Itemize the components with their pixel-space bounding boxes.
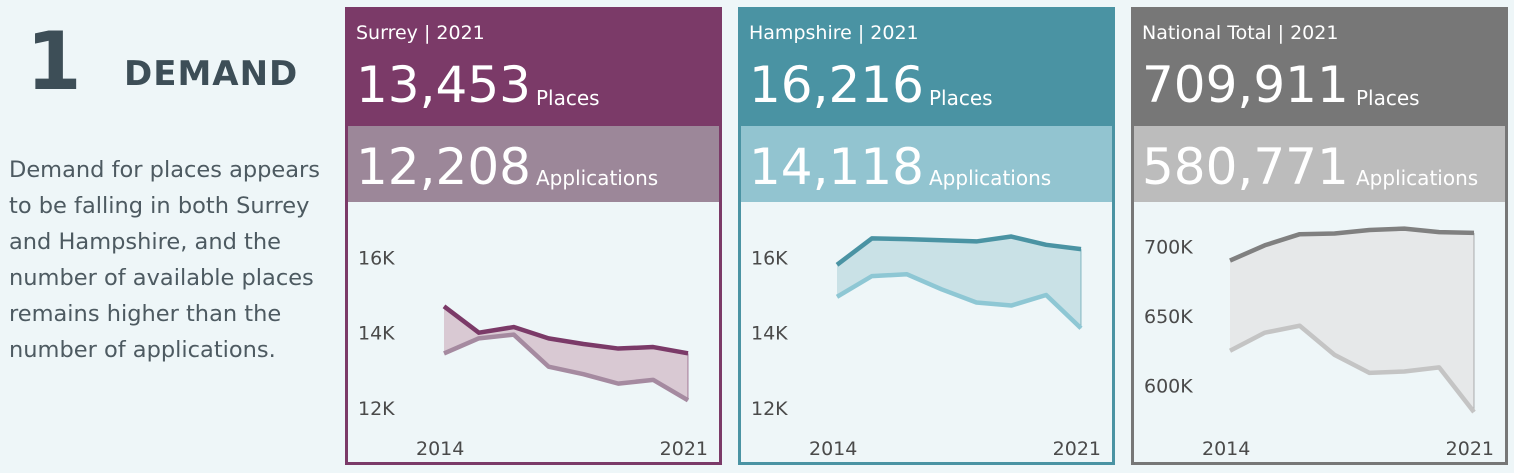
panel-subheader: 14,118 Applications: [741, 126, 1112, 202]
panel-subheader: 580,771 Applications: [1134, 126, 1505, 202]
hampshire-chart: 12K 14K 16K 2014 2021: [751, 234, 1101, 460]
section-title: DEMAND: [124, 54, 299, 94]
places-unit: Places: [1356, 86, 1420, 110]
places-value: 709,911: [1142, 56, 1349, 114]
x-tick-label: 2014: [1202, 438, 1250, 460]
applications-line: [443, 332, 690, 403]
panel-label: Surrey | 2021: [356, 22, 485, 44]
applications-line: [835, 271, 1083, 330]
y-tick-label: 16K: [358, 247, 395, 269]
applications-value: 14,118: [749, 138, 924, 196]
panel-label: National Total | 2021: [1142, 22, 1339, 44]
y-tick-label: 700K: [1144, 237, 1193, 259]
panel-header: National Total | 2021 709,911 Places: [1134, 10, 1505, 126]
panel-label: Hampshire | 2021: [749, 22, 919, 44]
y-tick-label: 650K: [1144, 306, 1193, 328]
places-line: [442, 304, 689, 356]
section-description: Demand for places appears to be falling …: [9, 157, 321, 363]
panel-header: Surrey | 2021 13,453 Places: [348, 10, 719, 126]
applications-line: [1228, 323, 1476, 414]
y-tick-label: 14K: [751, 323, 788, 345]
gap-area: [1230, 228, 1474, 413]
panel-header: Hampshire | 2021 16,216 Places: [741, 10, 1112, 126]
places-unit: Places: [929, 86, 993, 110]
places-value: 13,453: [356, 56, 531, 114]
panel-subheader: 12,208 Applications: [348, 126, 719, 202]
applications-value: 580,771: [1142, 138, 1349, 196]
places-line: [835, 234, 1082, 267]
applications-unit: Applications: [1356, 166, 1479, 190]
y-tick-label: 12K: [751, 398, 788, 420]
national-panel: National Total | 2021 709,911 Places 580…: [1131, 7, 1508, 465]
applications-value: 12,208: [356, 138, 531, 196]
applications-unit: Applications: [929, 166, 1052, 190]
national-chart: 600K 650K 700K 2014 2021: [1144, 226, 1494, 460]
gap-area: [837, 236, 1081, 329]
surrey-panel: Surrey | 2021 13,453 Places 12,208 Appli…: [345, 7, 722, 465]
y-tick-label: 600K: [1144, 375, 1193, 397]
x-tick-label: 2021: [1053, 438, 1101, 460]
section-number: 1: [26, 15, 82, 108]
places-value: 16,216: [749, 56, 924, 114]
hampshire-panel: Hampshire | 2021 16,216 Places 14,118 Ap…: [738, 7, 1115, 465]
x-tick-label: 2014: [809, 438, 857, 460]
x-tick-label: 2021: [1446, 438, 1494, 460]
surrey-chart: 12K 14K 16K 2014 2021: [358, 247, 708, 460]
y-tick-label: 16K: [751, 247, 788, 269]
places-unit: Places: [536, 86, 600, 110]
x-tick-label: 2021: [660, 438, 708, 460]
y-tick-label: 12K: [358, 398, 395, 420]
x-tick-label: 2014: [416, 438, 464, 460]
applications-unit: Applications: [536, 166, 659, 190]
y-tick-label: 14K: [358, 323, 395, 345]
gap-area: [444, 306, 688, 401]
places-line: [1229, 226, 1475, 263]
